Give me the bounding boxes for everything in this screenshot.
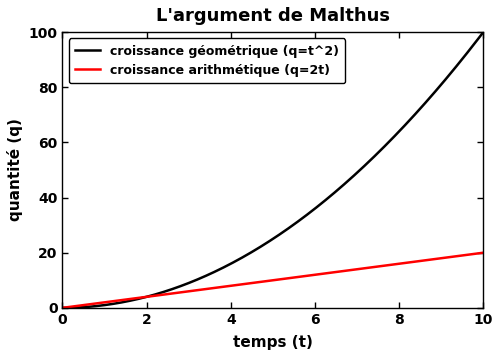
croissance géométrique (q=t^2) (470, 43, 476, 47)
Title: L'argument de Malthus: L'argument de Malthus (156, 7, 390, 25)
croissance géométrique (q=t^2) (287, 225, 293, 229)
Line: croissance arithmétique (q=2t): croissance arithmétique (q=2t) (62, 253, 484, 308)
croissance arithmétique (q=2t) (60, 306, 66, 310)
croissance géométrique (q=t^2) (60, 306, 66, 310)
croissance arithmétique (q=2t) (310, 273, 316, 277)
croissance arithmétique (q=2t) (404, 261, 410, 265)
croissance arithmétique (q=2t) (260, 280, 266, 284)
croissance géométrique (q=t^2) (480, 30, 486, 34)
Y-axis label: quantité (q): quantité (q) (7, 119, 23, 221)
X-axis label: temps (t): temps (t) (233, 335, 313, 350)
croissance arithmétique (q=2t) (480, 251, 486, 255)
croissance arithmétique (q=2t) (470, 252, 476, 256)
Legend: croissance géométrique (q=t^2), croissance arithmétique (q=2t): croissance géométrique (q=t^2), croissan… (68, 38, 345, 83)
Line: croissance géométrique (q=t^2): croissance géométrique (q=t^2) (62, 32, 484, 308)
croissance géométrique (q=t^2) (404, 120, 410, 125)
croissance géométrique (q=t^2) (260, 243, 266, 248)
croissance géométrique (q=t^2) (310, 208, 316, 212)
croissance arithmétique (q=2t) (262, 279, 268, 283)
croissance géométrique (q=t^2) (262, 242, 268, 246)
croissance arithmétique (q=2t) (287, 276, 293, 280)
